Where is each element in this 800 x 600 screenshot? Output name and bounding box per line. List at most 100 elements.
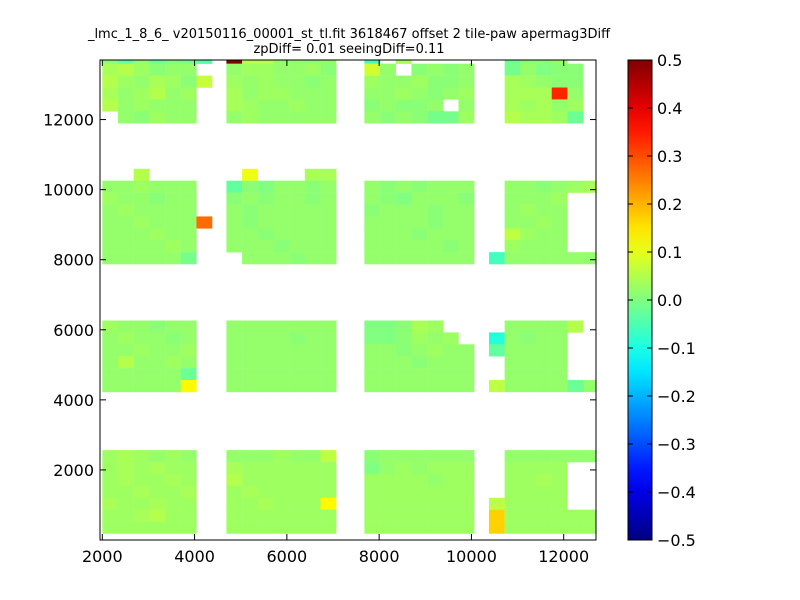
heatmap-cell xyxy=(536,368,552,381)
heatmap-cell xyxy=(117,111,134,124)
heatmap-cell xyxy=(380,521,396,534)
heatmap-cell xyxy=(395,380,412,393)
heatmap-cell xyxy=(411,252,428,265)
heatmap-cell xyxy=(380,111,396,124)
heatmap-cell xyxy=(133,87,150,100)
heatmap-cell xyxy=(257,216,274,229)
heatmap-cell xyxy=(133,368,150,381)
heatmap-cell xyxy=(289,228,306,241)
heatmap-cell xyxy=(536,216,552,229)
heatmap-cell xyxy=(242,521,258,534)
heatmap-cell xyxy=(180,111,197,124)
heatmap-cell xyxy=(102,99,119,112)
heatmap-cell xyxy=(364,497,381,510)
heatmap-cell xyxy=(567,521,584,534)
heatmap-cell xyxy=(442,450,459,463)
heatmap-cell xyxy=(117,63,134,76)
heatmap-cell xyxy=(320,473,337,487)
heatmap-cell xyxy=(567,509,584,522)
heatmap-cell xyxy=(458,87,475,100)
heatmap-cell xyxy=(458,111,475,124)
heatmap-cell xyxy=(304,180,321,193)
heatmap-cell xyxy=(242,240,258,253)
heatmap-cell xyxy=(395,192,412,205)
heatmap-cell xyxy=(364,521,381,534)
heatmap-cell xyxy=(180,204,197,217)
heatmap-cell xyxy=(395,252,412,265)
heatmap-cell xyxy=(273,521,290,534)
heatmap-cell xyxy=(117,485,134,499)
heatmap-cell xyxy=(504,63,521,76)
heatmap-cell xyxy=(180,462,197,475)
heatmap-cell xyxy=(133,320,150,333)
heatmap-cell xyxy=(551,485,568,499)
heatmap-cell xyxy=(504,240,521,253)
heatmap-cell xyxy=(226,485,243,499)
heatmap-cell xyxy=(320,380,337,393)
heatmap-cell xyxy=(117,320,134,333)
heatmap-cell xyxy=(180,497,197,510)
heatmap-cell xyxy=(226,473,243,487)
heatmap-cell xyxy=(242,75,258,88)
heatmap-cell xyxy=(520,462,537,475)
heatmap-cell xyxy=(117,252,134,265)
heatmap-cell xyxy=(427,204,443,217)
heatmap-cell xyxy=(395,87,412,100)
heatmap-cell xyxy=(536,228,552,241)
heatmap-cell xyxy=(242,252,258,265)
heatmap-cell xyxy=(165,332,181,345)
heatmap-cell xyxy=(364,228,381,241)
heatmap-cell xyxy=(165,204,181,217)
heatmap-cell xyxy=(165,497,181,510)
heatmap-cell xyxy=(536,473,552,487)
heatmap-cell xyxy=(411,332,428,345)
heatmap-cell xyxy=(226,204,243,217)
heatmap-cell xyxy=(536,450,552,463)
heatmap-cell xyxy=(395,521,412,534)
heatmap-cell xyxy=(551,332,568,345)
y-axis: 2000 4000 6000 8000 10000 12000 xyxy=(43,111,596,480)
heatmap-cell xyxy=(304,60,321,64)
heatmap-cell xyxy=(395,344,412,357)
heatmap-cell xyxy=(364,473,381,487)
heatmap-cell xyxy=(149,380,166,393)
heatmap-cell xyxy=(149,75,166,88)
heatmap-cell xyxy=(273,63,290,76)
heatmap-cell xyxy=(149,252,166,265)
heatmap-cell xyxy=(427,450,443,463)
heatmap-cell xyxy=(242,99,258,112)
heatmap-cell xyxy=(242,450,258,463)
heatmap-cell xyxy=(380,75,396,88)
heatmap-cell xyxy=(226,332,243,345)
heatmap-cell xyxy=(102,368,119,381)
heatmap-cell xyxy=(520,320,537,333)
heatmap-cell xyxy=(149,521,166,534)
heatmap-cell xyxy=(427,368,443,381)
heatmap-cell xyxy=(273,87,290,100)
heatmap-cell xyxy=(289,180,306,193)
heatmap-cell xyxy=(520,204,537,217)
heatmap-cell xyxy=(411,216,428,229)
heatmap-cell xyxy=(273,462,290,475)
heatmap-cell xyxy=(364,204,381,217)
heatmap-cell xyxy=(427,344,443,357)
heatmap-cell xyxy=(289,332,306,345)
heatmap-cell xyxy=(536,63,552,76)
heatmap-cell xyxy=(504,87,521,100)
heatmap-cell xyxy=(149,60,166,64)
heatmap-cell xyxy=(133,60,150,64)
heatmap-cell xyxy=(488,332,505,345)
heatmap-cell xyxy=(504,320,521,333)
heatmap-cell xyxy=(380,380,396,393)
heatmap-cell xyxy=(180,368,197,381)
heatmap-cell xyxy=(411,75,428,88)
heatmap-cell xyxy=(488,509,505,522)
heatmap-cell xyxy=(551,240,568,253)
heatmap-cell xyxy=(133,473,150,487)
heatmap-cell xyxy=(395,99,412,112)
heatmap-cell xyxy=(427,485,443,499)
heatmap-cell xyxy=(395,473,412,487)
heatmap-cell xyxy=(289,344,306,357)
heatmap-cell xyxy=(380,99,396,112)
heatmap-cell xyxy=(380,497,396,510)
